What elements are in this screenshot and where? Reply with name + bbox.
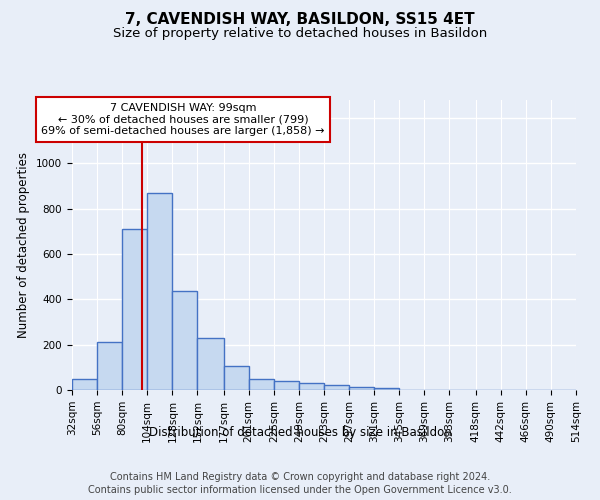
Text: Contains public sector information licensed under the Open Government Licence v3: Contains public sector information licen… [88, 485, 512, 495]
Bar [299, 383, 324, 390]
Bar [97, 342, 122, 390]
Text: 7, CAVENDISH WAY, BASILDON, SS15 4ET: 7, CAVENDISH WAY, BASILDON, SS15 4ET [125, 12, 475, 28]
Text: Contains HM Land Registry data © Crown copyright and database right 2024.: Contains HM Land Registry data © Crown c… [110, 472, 490, 482]
Bar [122, 229, 147, 390]
Bar [224, 366, 249, 390]
Bar [197, 338, 224, 390]
Y-axis label: Number of detached properties: Number of detached properties [17, 152, 31, 338]
Bar [274, 381, 299, 390]
Bar [172, 292, 197, 390]
Text: Distribution of detached houses by size in Basildon: Distribution of detached houses by size … [149, 426, 451, 439]
Bar [374, 388, 399, 390]
Bar [72, 378, 97, 390]
Text: 7 CAVENDISH WAY: 99sqm
← 30% of detached houses are smaller (799)
69% of semi-de: 7 CAVENDISH WAY: 99sqm ← 30% of detached… [41, 103, 325, 136]
Text: Size of property relative to detached houses in Basildon: Size of property relative to detached ho… [113, 28, 487, 40]
Bar [249, 378, 274, 390]
Bar [349, 386, 374, 390]
Bar [147, 193, 172, 390]
Bar [324, 386, 349, 390]
